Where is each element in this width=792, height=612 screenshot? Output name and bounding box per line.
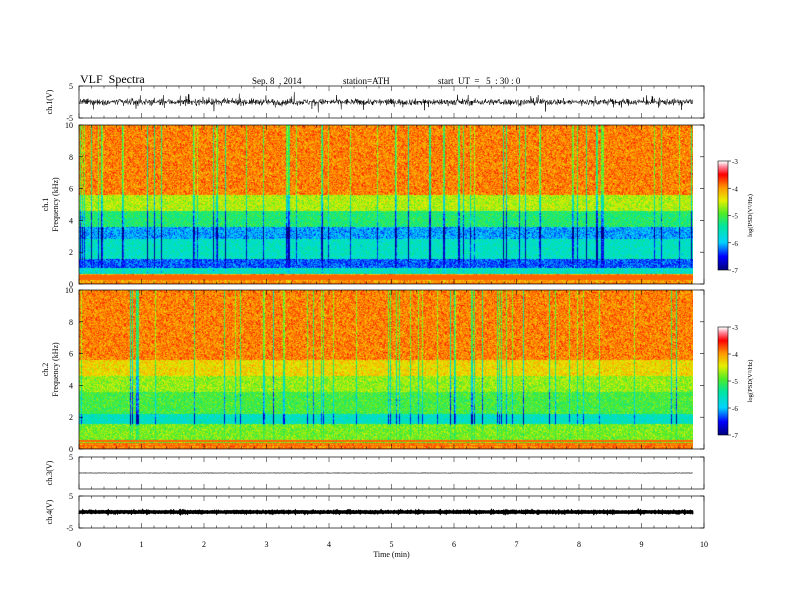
y-tick-label: 2 (69, 248, 73, 257)
panel-2-spectrogram (78, 124, 731, 285)
colorbar-tick-label: -4 (732, 185, 738, 193)
colorbar-label: log(PSD(V²/Hz) (747, 360, 754, 403)
y-axis-label: Frequency (kHz) (51, 177, 60, 232)
y-tick-label: 10 (65, 286, 73, 295)
y-axis-label: Frequency (kHz) (51, 342, 60, 397)
y-tick-label: -5 (66, 524, 73, 533)
colorbar-tick-label: -5 (732, 378, 738, 386)
colorbar-tick-label: -6 (732, 240, 738, 248)
y-tick-label: 5 (69, 82, 73, 91)
x-axis-label: Time (min) (373, 550, 410, 559)
x-tick-label: 9 (640, 540, 644, 549)
chart-title: VLF Spectra (80, 72, 145, 86)
x-tick-label: 1 (140, 540, 144, 549)
ch1v-trace (78, 91, 693, 113)
y-tick-label: -5 (66, 114, 73, 123)
ch3v-trace (78, 472, 693, 474)
x-tick-label: 10 (700, 540, 708, 549)
x-tick-label: 7 (515, 540, 519, 549)
x-tick-label: 3 (265, 540, 269, 549)
x-tick-label: 2 (202, 540, 206, 549)
panel-4-waveform (78, 456, 705, 490)
colorbar (718, 327, 728, 435)
y-axis-label: ch.2 (41, 363, 50, 377)
panel-3-spectrogram (78, 289, 731, 450)
y-tick-label: 5 (69, 453, 73, 462)
y-tick-label: 4 (69, 381, 73, 390)
colorbar-tick-label: -6 (732, 405, 738, 413)
spectrogram-raster (79, 290, 693, 449)
date-label: Sep. 8 , 2014 (252, 76, 302, 86)
x-tick-label: 5 (390, 540, 394, 549)
panel-5-waveform (78, 495, 705, 529)
y-tick-label: 4 (69, 216, 73, 225)
colorbar-tick-label: -3 (732, 324, 738, 332)
ch4v-trace (78, 507, 694, 517)
spectrogram-raster (79, 125, 693, 284)
x-tick-label: 0 (77, 540, 81, 549)
y-tick-label: 2 (69, 413, 73, 422)
station-label: station=ATH (343, 76, 390, 86)
colorbar-tick-label: -4 (732, 351, 738, 359)
colorbar (718, 161, 728, 270)
colorbar-tick-label: -7 (732, 432, 738, 440)
y-tick-label: 6 (69, 185, 73, 194)
y-tick-label: 10 (65, 121, 73, 130)
start-time-label: start UT = 5 : 30 : 0 (438, 76, 521, 86)
x-tick-label: 8 (577, 540, 581, 549)
y-tick-label: 6 (69, 350, 73, 359)
y-tick-label: 0 (69, 445, 73, 454)
y-tick-label: 8 (69, 318, 73, 327)
colorbar-tick-label: -5 (732, 213, 738, 221)
y-tick-label: 8 (69, 153, 73, 162)
colorbar-tick-label: -3 (732, 158, 738, 166)
y-axis-label: ch.1 (41, 198, 50, 212)
colorbar-tick-label: -7 (732, 267, 738, 275)
y-axis-label: ch.3(V) (45, 460, 54, 485)
x-tick-label: 6 (452, 540, 456, 549)
y-tick-label: 0 (69, 280, 73, 289)
x-tick-label: 4 (327, 540, 331, 549)
y-axis-label: ch.4(V) (45, 499, 54, 524)
y-axis-label: ch.1(V) (45, 89, 54, 114)
colorbar-label: log(PSD(V²/Hz) (747, 194, 754, 237)
y-tick-label: 5 (69, 492, 73, 501)
panel-1-waveform (78, 85, 705, 119)
